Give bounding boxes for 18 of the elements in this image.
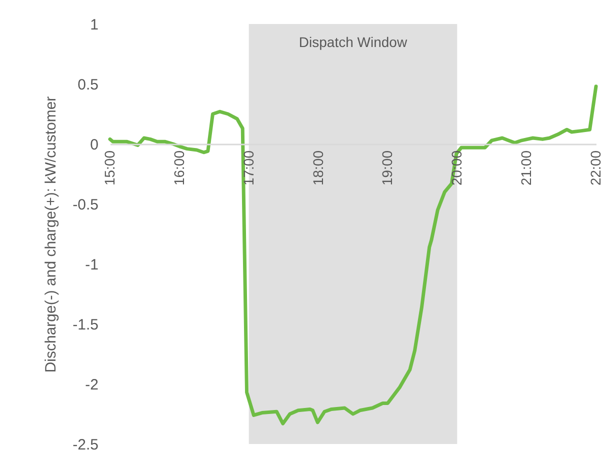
x-tick-label: 18:00	[310, 150, 326, 186]
x-tick-label: 21:00	[518, 150, 534, 186]
x-tick-label: 16:00	[170, 150, 187, 186]
x-tick-label: 20:00	[448, 150, 465, 186]
y-tick-label: -1	[85, 256, 98, 274]
y-tick-label: -2.5	[72, 436, 98, 454]
y-tick-label: 0.5	[78, 76, 98, 94]
x-tick-label: 15:00	[102, 150, 118, 186]
y-tick-label: -2	[85, 376, 98, 394]
x-tick-label: 19:00	[379, 150, 396, 186]
y-tick-label: 0	[90, 136, 98, 154]
y-tick-label: 1	[90, 16, 98, 34]
band-label: Dispatch Window	[298, 34, 408, 50]
y-axis-title: Discharge(-) and charge(+): kW/customer	[42, 96, 60, 373]
x-tick-label: 17:00	[240, 150, 256, 186]
y-tick-label: -1.5	[72, 316, 98, 334]
x-tick-label: 22:00	[588, 150, 604, 186]
y-tick-label: -0.5	[72, 196, 98, 214]
